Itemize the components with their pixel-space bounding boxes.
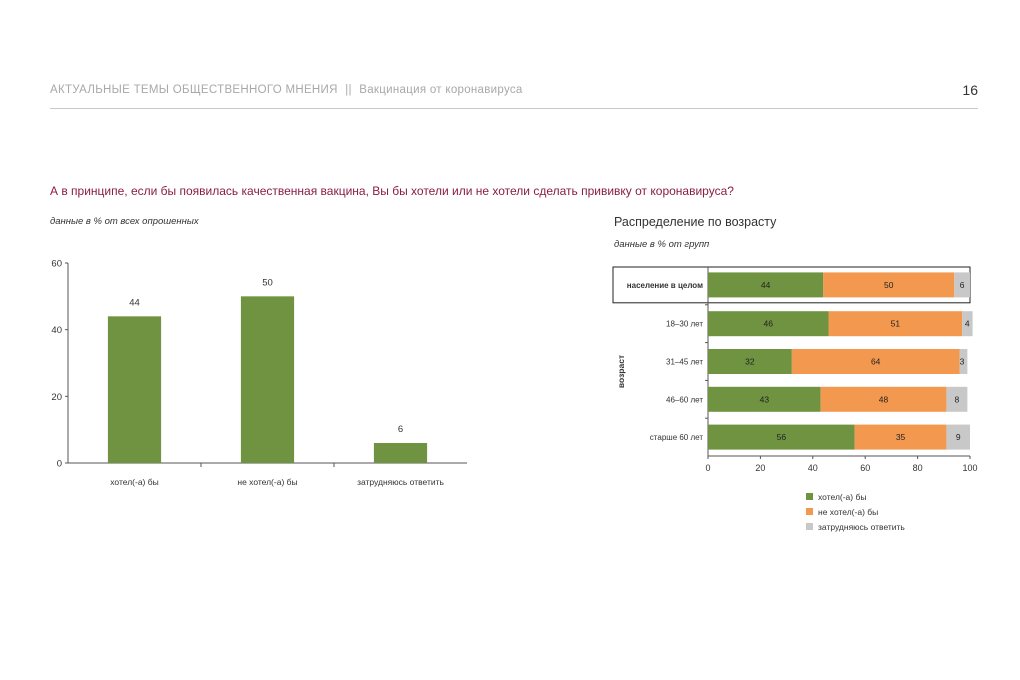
segment-value-label: 6 <box>960 280 965 290</box>
stacked-segment <box>820 386 947 412</box>
segment-value-label: 32 <box>745 357 755 367</box>
bar <box>373 443 428 463</box>
segment-value-label: 35 <box>896 432 906 442</box>
segment-value-label: 46 <box>764 319 774 329</box>
overall-bar-chart: 0 20 40 60 44 хотел(-а) бы 50 не хотел(-а) бы 6 з… <box>51 259 467 487</box>
stacked-segment <box>708 311 829 337</box>
row-label: 18–30 лет <box>666 320 703 329</box>
x-tick-label: 60 <box>860 463 870 473</box>
legend-swatch <box>806 508 813 515</box>
page-number: 16 <box>962 82 978 98</box>
x-tick-label: 100 <box>962 463 977 473</box>
stacked-segment <box>962 311 973 337</box>
segment-value-label: 4 <box>965 319 970 329</box>
bar <box>240 296 295 463</box>
survey-question: А в принципе, если бы появилась качестве… <box>50 184 734 198</box>
header-separator: || <box>345 84 352 96</box>
x-tick-label: 40 <box>808 463 818 473</box>
stacked-segment <box>854 424 947 450</box>
legend-item: затрудняюсь ответить <box>806 519 905 534</box>
segment-value-label: 64 <box>871 357 881 367</box>
legend-label: не хотел(-а) бы <box>818 506 879 517</box>
bar-value-label: 6 <box>398 424 403 435</box>
header-subsection: Вакцинация от коронавируса <box>359 84 523 96</box>
bar-value-label: 44 <box>129 297 140 308</box>
legend-item: не хотел(-а) бы <box>806 504 905 519</box>
stacked-segment <box>946 386 968 412</box>
bar-value-label: 50 <box>262 277 273 288</box>
legend-item: хотел(-а) бы <box>806 489 905 504</box>
row-label: население в целом <box>627 281 703 290</box>
row-label: 46–60 лет <box>666 395 703 404</box>
segment-value-label: 56 <box>777 432 787 442</box>
left-chart-note: данные в % от всех опрошенных <box>50 216 199 227</box>
legend-label: затрудняюсь ответить <box>818 521 905 532</box>
stacked-segment <box>708 272 824 298</box>
y-tick-label: 0 <box>57 459 62 470</box>
segment-value-label: 3 <box>960 357 965 367</box>
stacked-segment <box>823 272 955 298</box>
age-stacked-bar-chart: 0 20 40 60 80 100 население в целом 44 50 6 18–30 … <box>612 266 978 473</box>
segment-value-label: 9 <box>956 432 961 442</box>
stacked-segment <box>828 311 963 337</box>
stacked-segment <box>959 349 968 374</box>
x-tick-label: 80 <box>913 463 923 473</box>
segment-value-label: 48 <box>879 394 889 404</box>
segment-value-label: 44 <box>761 280 771 290</box>
segment-value-label: 43 <box>760 394 770 404</box>
row-label: 31–45 лет <box>666 358 703 367</box>
age-chart-note: данные в % от групп <box>614 239 710 250</box>
stacked-segment <box>708 424 855 450</box>
legend-swatch <box>806 523 813 530</box>
segment-value-label: 51 <box>891 319 901 329</box>
y-axis-title: возраст <box>616 355 626 388</box>
category-label: затрудняюсь ответить <box>357 477 444 487</box>
segment-value-label: 8 <box>955 394 960 404</box>
legend-label: хотел(-а) бы <box>818 491 867 502</box>
header-topic: АКТУАЛЬНЫЕ ТЕМЫ ОБЩЕСТВЕННОГО МНЕНИЯ || … <box>50 84 523 96</box>
stacked-segment <box>954 272 970 298</box>
page-header: АКТУАЛЬНЫЕ ТЕМЫ ОБЩЕСТВЕННОГО МНЕНИЯ || … <box>50 82 978 109</box>
stacked-segment <box>708 349 792 374</box>
x-tick-label: 0 <box>705 463 710 473</box>
header-section: АКТУАЛЬНЫЕ ТЕМЫ ОБЩЕСТВЕННОГО МНЕНИЯ <box>50 84 338 96</box>
category-label: хотел(-а) бы <box>110 477 158 487</box>
y-tick-label: 60 <box>51 259 62 270</box>
age-chart-title: Распределение по возрасту <box>614 215 777 229</box>
stacked-segment <box>946 424 970 450</box>
y-tick-label: 40 <box>51 325 62 336</box>
x-tick-label: 20 <box>755 463 765 473</box>
age-chart-legend: хотел(-а) бы не хотел(-а) бы затрудняюсь о… <box>806 489 905 534</box>
stacked-segment <box>708 386 821 412</box>
bar <box>107 316 162 463</box>
y-tick-label: 20 <box>51 392 62 403</box>
category-label: не хотел(-а) бы <box>237 477 297 487</box>
segment-value-label: 50 <box>884 280 894 290</box>
legend-swatch <box>806 493 813 500</box>
stacked-segment <box>791 349 960 374</box>
row-label: старше 60 лет <box>650 433 704 442</box>
